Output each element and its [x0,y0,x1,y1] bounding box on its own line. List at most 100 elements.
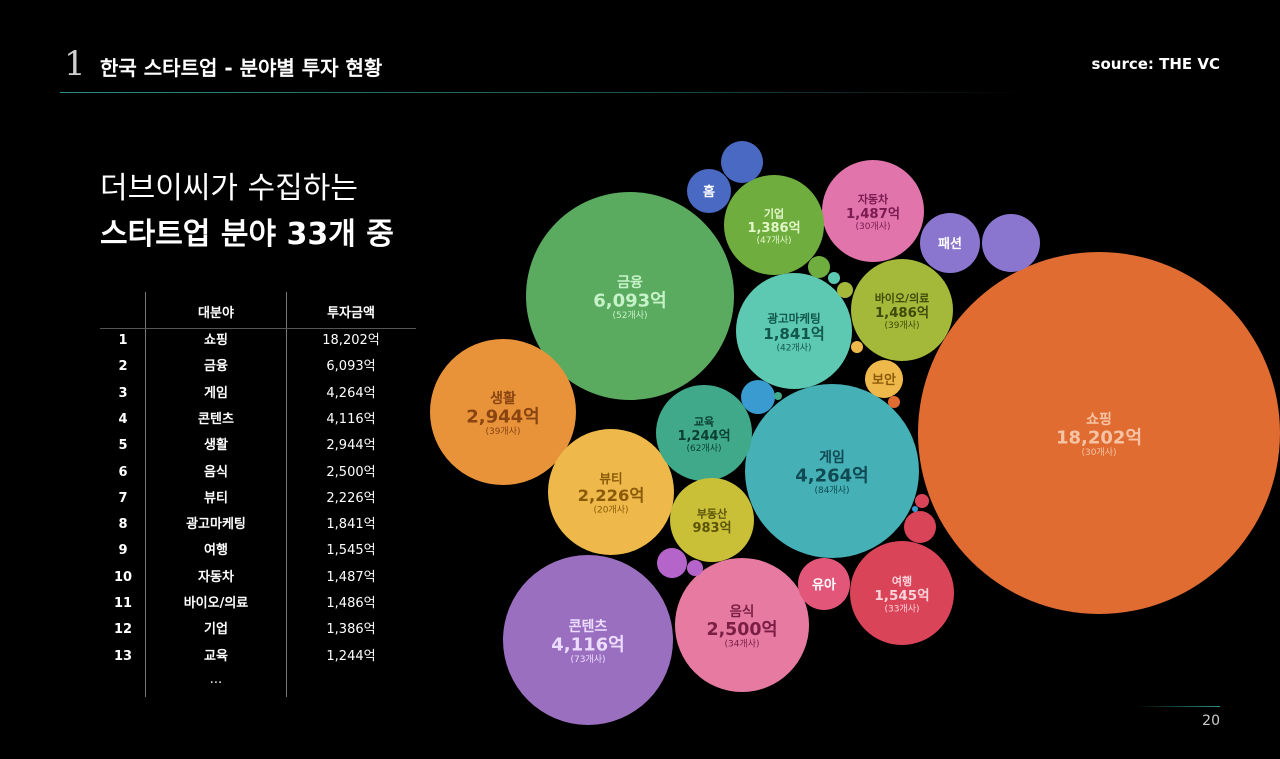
bubble-count-label: (30개사) [1081,447,1116,458]
rank-cell: 11 [113,596,133,611]
bubble-category-label: 패션 [938,237,962,252]
amount-cell: 4,116억 [326,411,376,427]
bubble-count-label: (39개사) [884,320,919,331]
bubble-circle [828,272,840,284]
table-divider [145,292,146,697]
category-cell: 여행 [204,543,228,559]
bubble-amount-label: 1,486억 [875,305,929,321]
bubble-circle [724,175,824,275]
table-row: 12 기업 1,386억 [100,617,416,643]
bubble [721,141,763,183]
table-row: 4 콘텐츠 4,116억 [100,407,416,433]
rank-cell: 9 [118,543,128,559]
bubble [982,214,1040,272]
table-row: 7 뷰티 2,226억 [100,486,416,512]
bubble-circle [915,494,929,508]
table-row: 6 음식 2,500억 [100,460,416,486]
bubble-category-label: 바이오/의료 [875,291,930,305]
bubble [687,560,703,576]
column-header-category: 대분야 [198,306,234,321]
source-label: source: THE VC [1091,55,1220,73]
bubble-게임: 게임4,264억(84개사) [745,384,919,558]
bubble-circle [912,506,918,512]
bubble-circle [670,478,754,562]
footer-divider [1135,706,1220,707]
bubble-circle [851,341,863,353]
slide-header: 1 한국 스타트업 - 분야별 투자 현황 source: THE VC [60,40,1220,94]
rank-cell: 10 [113,569,133,585]
bubble-category-label: 음식 [730,604,755,620]
bubble-circle [721,141,763,183]
category-cell: 콘텐츠 [198,411,234,427]
rank-cell: 4 [118,411,128,427]
bubble [851,341,863,353]
table-ellipsis: ... [209,672,223,687]
header-divider [60,92,1030,93]
bubble [828,272,840,284]
bubble-count-label: (39개사) [485,426,520,437]
bubble-count-label: (42개사) [776,342,811,353]
table-row: 3 게임 4,264억 [100,381,416,407]
bubble-circle [430,339,576,485]
amount-cell: 18,202억 [322,333,380,348]
bubble-바이오/의료: 바이오/의료1,486억(39개사) [851,259,953,361]
bubble-circle [982,214,1040,272]
table-row: 10 자동차 1,487억 [100,565,416,591]
amount-cell: 2,226억 [326,490,376,506]
bubble-circle [503,555,673,725]
bubble-category-label: 쇼핑 [1086,411,1112,428]
table-row: 11 바이오/의료 1,486억 [100,591,416,617]
column-header-amount: 투자금액 [327,306,375,321]
rank-cell: 12 [113,622,133,638]
page-number: 20 [1202,713,1220,729]
category-cell: 쇼핑 [204,333,228,348]
category-cell: 생활 [204,438,228,454]
bubble-circle [656,385,752,481]
category-cell: 금융 [204,359,228,375]
bubble-circle [687,169,731,213]
bubble-보안: 보안 [865,360,903,398]
bubble-circle [904,511,936,543]
bubble-홈: 홈 [687,169,731,213]
bubble-circle [548,429,674,555]
bubble-circle [808,256,830,278]
rank-cell: 1 [118,333,128,348]
bubble-count-label: (73개사) [570,654,605,665]
amount-cell: 1,841억 [326,517,376,533]
table-row: 8 광고마케팅 1,841억 [100,512,416,538]
bubble-category-label: 유아 [812,577,836,593]
amount-cell: 1,545억 [326,543,376,559]
headline-line1: 더브이씨가 수집하는 [100,171,358,206]
amount-cell: 1,244억 [326,648,376,664]
category-cell: 교육 [204,648,228,664]
rank-cell: 5 [118,438,128,454]
bubble-circle [657,548,687,578]
rank-cell: 3 [118,385,128,401]
rank-cell: 7 [118,490,128,506]
bubble-circle [920,213,980,273]
bubble-amount-label: 2,500억 [706,620,777,640]
amount-cell: 1,487억 [326,569,376,585]
bubble-음식: 음식2,500억(34개사) [675,558,809,692]
bubble-circle [798,558,850,610]
category-cell: 광고마케팅 [186,517,246,533]
bubble [837,282,853,298]
bubble-circle [526,192,734,400]
bubble-category-label: 기업 [764,206,784,220]
bubble-기업: 기업1,386억(47개사) [724,175,824,275]
table-row: 2 금융 6,093억 [100,354,416,380]
bubble [904,511,936,543]
bubble-category-label: 금융 [617,275,643,291]
bubble-count-label: (33개사) [884,603,919,614]
bubble [657,548,687,578]
bubble-amount-label: 6,093억 [593,290,667,311]
bubble-category-label: 게임 [819,450,845,466]
category-cell: 게임 [204,385,228,401]
bubble-amount-label: 983억 [692,521,731,536]
bubble-circle [687,560,703,576]
category-cell: 뷰티 [204,490,228,506]
